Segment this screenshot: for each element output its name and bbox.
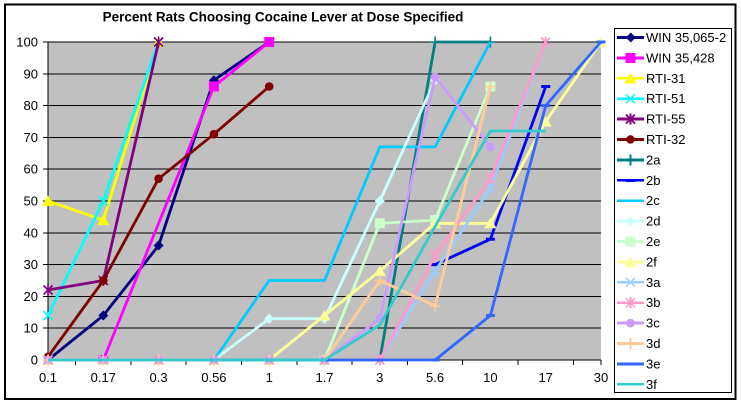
svg-text:2e: 2e — [646, 234, 660, 249]
svg-text:RTI-51: RTI-51 — [646, 91, 686, 106]
svg-text:2f: 2f — [646, 254, 657, 269]
svg-text:2b: 2b — [646, 173, 660, 188]
svg-text:3f: 3f — [646, 377, 657, 392]
svg-text:60: 60 — [24, 162, 38, 177]
svg-text:3d: 3d — [646, 336, 660, 351]
svg-text:0: 0 — [31, 353, 38, 368]
svg-text:80: 80 — [24, 98, 38, 113]
svg-text:90: 90 — [24, 66, 38, 81]
svg-text:40: 40 — [24, 225, 38, 240]
svg-text:20: 20 — [24, 289, 38, 304]
svg-text:RTI-31: RTI-31 — [646, 71, 686, 86]
svg-text:2c: 2c — [646, 193, 660, 208]
svg-text:3: 3 — [376, 370, 383, 385]
svg-text:RTI-55: RTI-55 — [646, 112, 686, 127]
svg-text:70: 70 — [24, 130, 38, 145]
svg-text:RTI-32: RTI-32 — [646, 132, 686, 147]
svg-text:3a: 3a — [646, 275, 661, 290]
svg-text:10: 10 — [483, 370, 497, 385]
svg-text:2d: 2d — [646, 214, 660, 229]
svg-text:3c: 3c — [646, 316, 660, 331]
svg-text:WIN 35,065-2: WIN 35,065-2 — [646, 30, 726, 45]
svg-text:0.17: 0.17 — [91, 370, 116, 385]
svg-text:30: 30 — [594, 370, 608, 385]
svg-text:1.7: 1.7 — [315, 370, 333, 385]
svg-text:17: 17 — [538, 370, 552, 385]
svg-text:2a: 2a — [646, 152, 661, 167]
svg-text:10: 10 — [24, 321, 38, 336]
svg-text:3e: 3e — [646, 356, 660, 371]
svg-text:1: 1 — [266, 370, 273, 385]
svg-text:3b: 3b — [646, 295, 660, 310]
svg-text:5.6: 5.6 — [426, 370, 444, 385]
svg-text:0.1: 0.1 — [39, 370, 57, 385]
svg-text:Percent Rats Choosing Cocaine: Percent Rats Choosing Cocaine Lever at D… — [103, 10, 464, 25]
svg-text:50: 50 — [24, 194, 38, 209]
svg-text:0.3: 0.3 — [150, 370, 168, 385]
svg-text:0.56: 0.56 — [201, 370, 226, 385]
svg-text:100: 100 — [16, 35, 38, 50]
svg-text:WIN 35,428: WIN 35,428 — [646, 50, 715, 65]
svg-text:30: 30 — [24, 257, 38, 272]
